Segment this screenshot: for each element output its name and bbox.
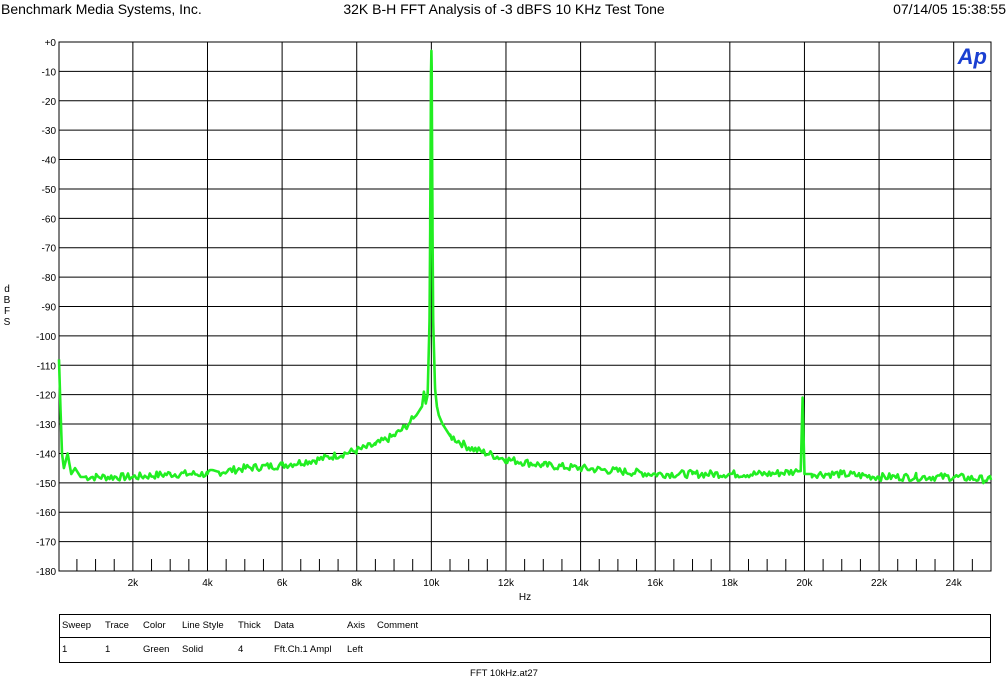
x-tick-label: 16k [647,578,664,589]
y-tick-label: -90 [42,303,57,314]
legend-table: Sweep Trace Color Line Style Thick Data … [59,614,991,663]
x-tick-label: 18k [722,578,739,589]
x-tick-label: 20k [796,578,813,589]
chart-title: 32K B-H FFT Analysis of -3 dBFS 10 KHz T… [343,1,665,17]
y-tick-label: -30 [42,126,57,137]
legend-header-thick: Thick [238,620,261,631]
legend-header-sweep: Sweep [62,620,92,631]
y-tick-label: -100 [36,332,56,343]
timestamp: 07/14/05 15:38:55 [893,1,1006,17]
legend-header-comment: Comment [377,620,419,631]
y-tick-label: -160 [36,508,56,519]
y-tick-label: +0 [45,38,57,49]
legend-divider [60,637,990,638]
legend-cell-trace: 1 [105,644,111,655]
legend-cell-color: Green [143,644,170,655]
y-tick-label: -180 [36,567,56,578]
legend-header-color: Color [143,620,166,631]
legend-header-data: Data [274,620,295,631]
y-tick-label: -20 [42,97,57,108]
x-tick-label: 14k [573,578,590,589]
ap-logo: Ap [957,44,987,69]
legend-cell-line-style: Solid [182,644,204,655]
x-axis-label: Hz [519,592,531,603]
fft-chart: +0 -10 -20 -30 -40 -50 -60 -70 -80 -90 -100 -110 -12… [4,38,993,603]
plot-frame [58,41,992,572]
x-tick-label: 22k [871,578,888,589]
x-tick-label: 12k [498,578,515,589]
x-tick-label: 10k [423,578,440,589]
y-tick-label: -50 [42,185,57,196]
y-tick-label: -130 [36,420,56,431]
y-tick-label: -150 [36,479,56,490]
y-tick-label: -120 [36,391,56,402]
legend-header-axis: Axis [347,620,365,631]
y-tick-label: -110 [37,361,57,372]
y-tick-label: -170 [36,538,56,549]
legend-cell-axis: Left [347,644,363,655]
x-tick-label: 8k [351,578,363,589]
y-tick-label: -70 [42,244,57,255]
legend-header-trace: Trace [105,620,129,631]
fft-trace [57,49,993,485]
x-tick-label: 6k [277,578,289,589]
legend-header-line-style: Line Style [182,620,224,631]
y-tick-label: -80 [42,273,57,284]
y-tick-label: -40 [42,156,57,167]
x-tick-label: 4k [202,578,214,589]
x-tick-label: 2k [128,578,140,589]
legend-cell-thick: 4 [238,644,244,655]
file-name: FFT 10kHz.at27 [470,668,538,679]
legend-cell-sweep: 1 [62,644,68,655]
y-tick-label: -10 [42,67,57,78]
x-tick-label: 24k [946,578,963,589]
y-tick-label: -140 [36,449,56,460]
legend-cell-data: Fft.Ch.1 Ampl [274,644,332,655]
company-name: Benchmark Media Systems, Inc. [1,1,202,17]
y-tick-label: -60 [42,214,57,225]
